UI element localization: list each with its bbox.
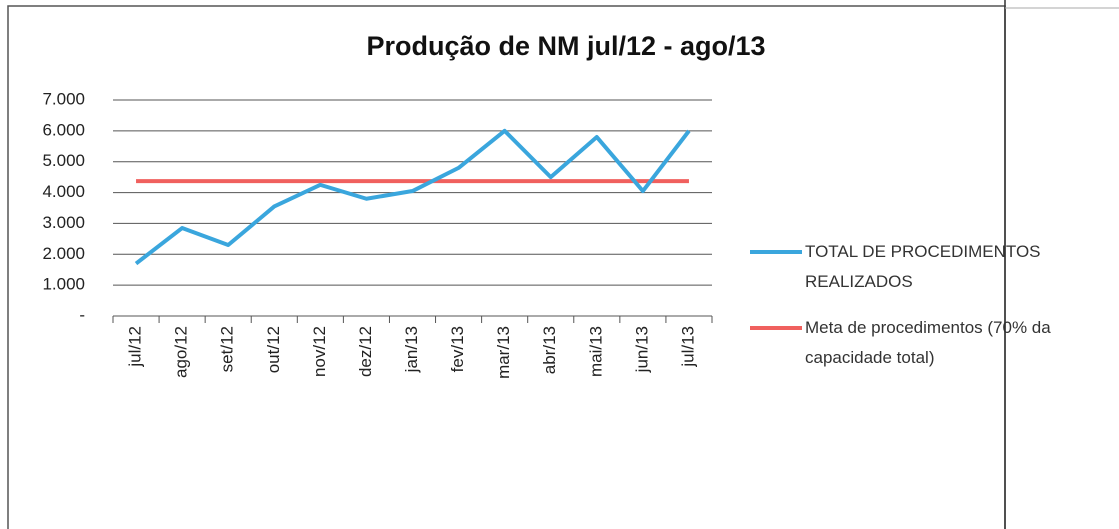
x-tick-label: set/12	[218, 326, 237, 372]
y-tick-label: 5.000	[42, 151, 85, 170]
x-tick-label: ago/12	[172, 326, 191, 378]
legend-label: TOTAL DE PROCEDIMENTOS REALIZADOS	[805, 242, 1041, 291]
x-tick-label: jul/13	[678, 326, 697, 368]
x-tick-label: mai/13	[586, 326, 605, 377]
x-tick-label: abr/13	[540, 326, 559, 374]
y-tick-label: 4.000	[42, 182, 85, 201]
x-tick-label: jan/13	[402, 326, 421, 373]
y-tick-label: -	[79, 305, 85, 324]
x-tick-label: dez/12	[356, 326, 375, 377]
x-tick-label: mar/13	[494, 326, 513, 379]
x-tick-label: out/12	[264, 326, 283, 373]
x-tick-label: jul/12	[126, 326, 145, 368]
y-tick-label: 6.000	[42, 120, 85, 139]
y-tick-label: 1.000	[42, 275, 85, 294]
x-tick-label: fev/13	[448, 326, 467, 372]
y-tick-label: 7.000	[42, 89, 85, 108]
line-series	[134, 128, 691, 266]
chart-title: Produção de NM jul/12 - ago/13	[366, 31, 765, 61]
x-tick-label: nov/12	[310, 326, 329, 377]
legend-label: Meta de procedimentos (70% da capacidade…	[805, 318, 1051, 367]
y-tick-label: 2.000	[42, 244, 85, 263]
y-tick-label: 3.000	[42, 213, 85, 232]
x-tick-label: jun/13	[632, 326, 651, 373]
